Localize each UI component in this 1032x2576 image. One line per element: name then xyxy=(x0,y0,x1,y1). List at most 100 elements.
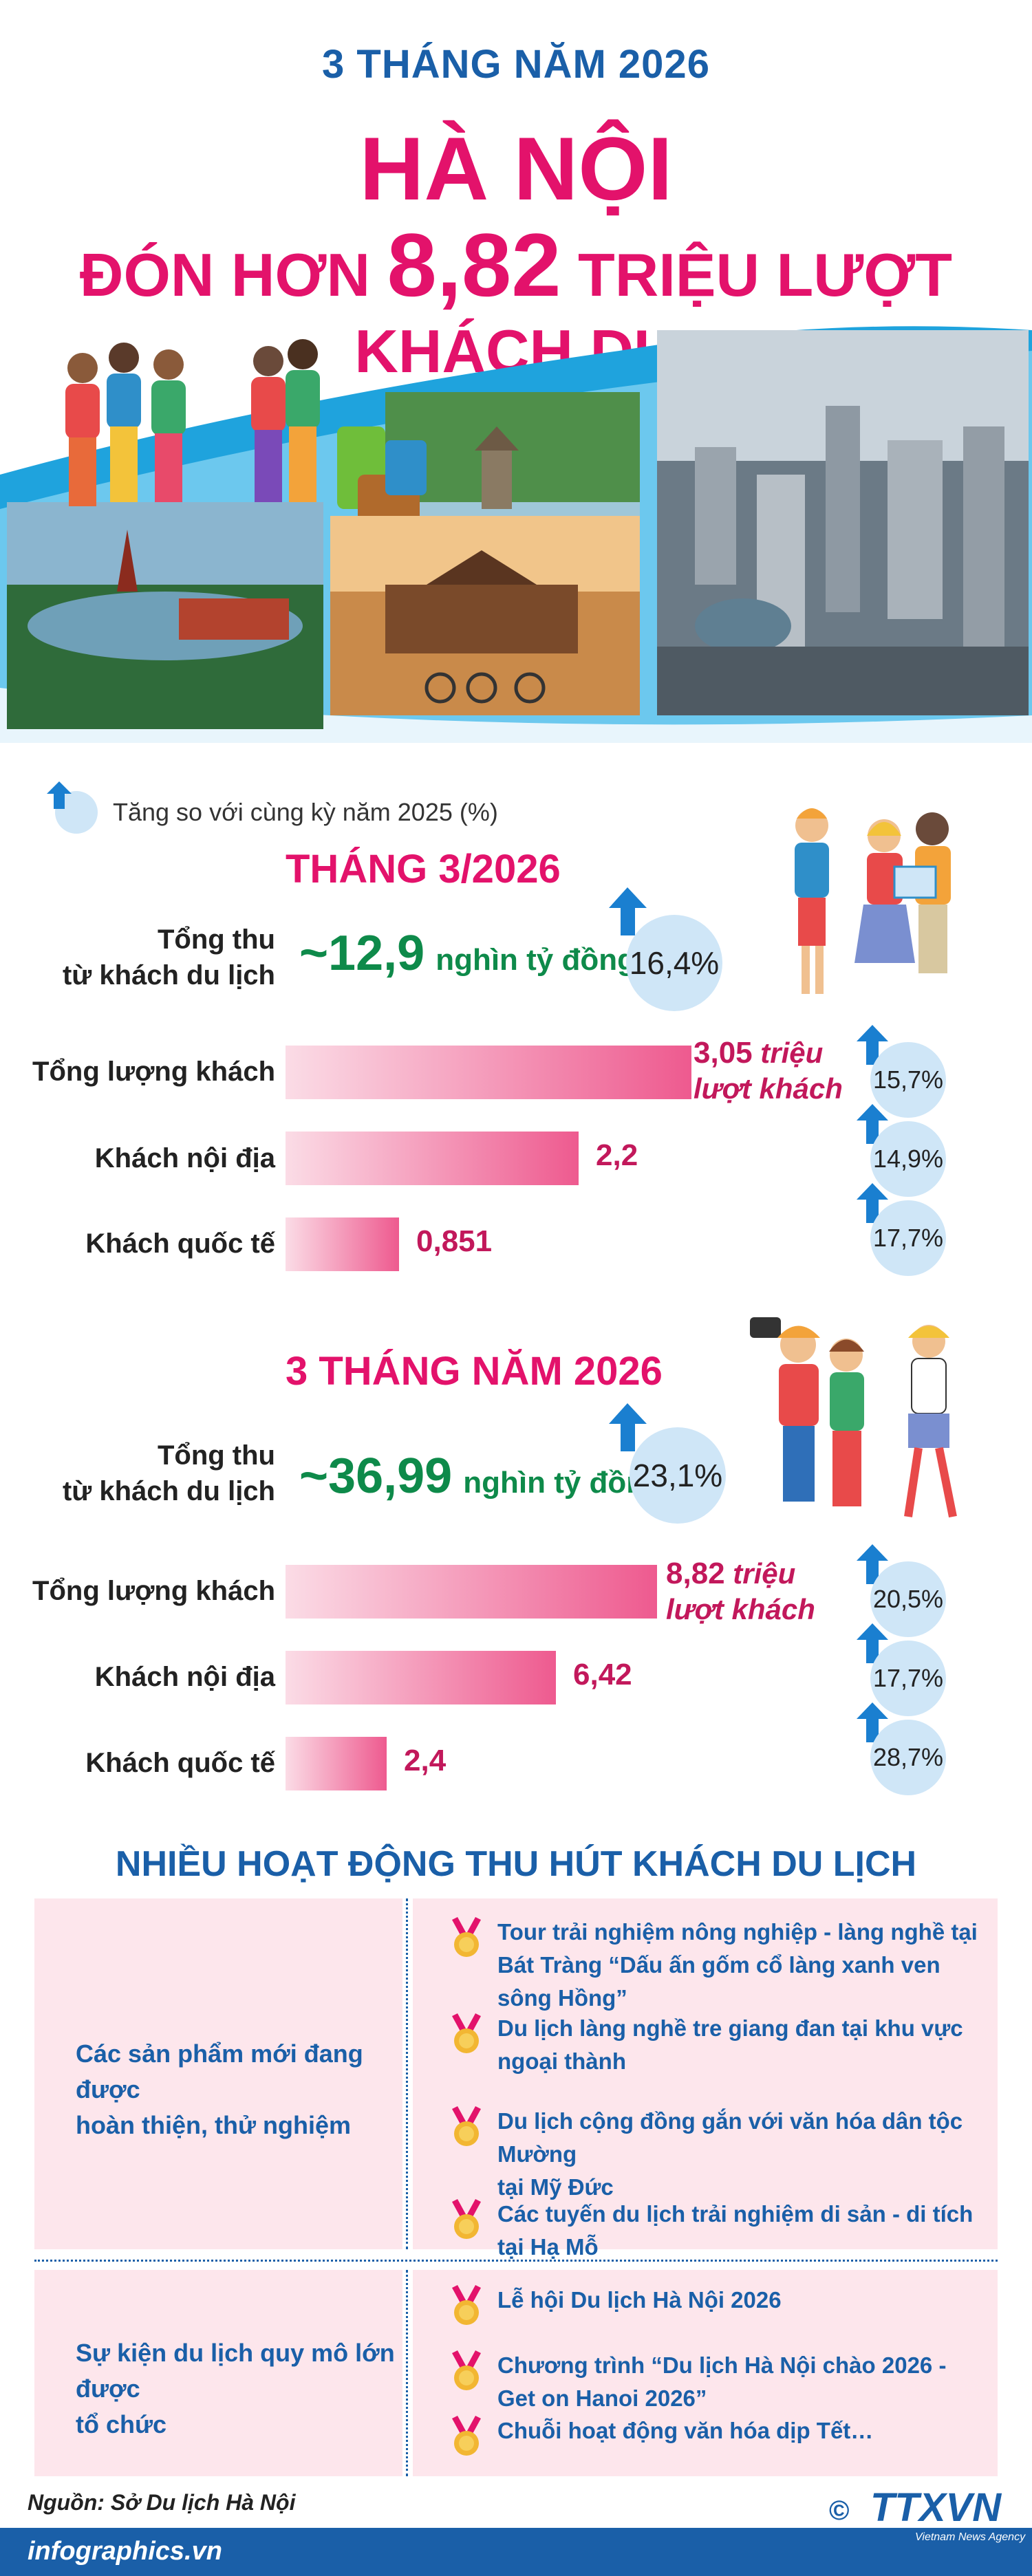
activities-group-2-label: Sự kiện du lịch quy mô lớn được tổ chức xyxy=(76,2335,399,2443)
quarter-domestic-pct: 17,7% xyxy=(870,1641,946,1716)
legend-label: Tăng so với cùng kỳ năm 2025 (%) xyxy=(113,798,498,826)
tourists-illustration-2 xyxy=(750,1317,957,1518)
activities-group-1-label: Các sản phẩm mới đang được hoàn thiện, t… xyxy=(76,2036,399,2143)
month-row-total-value: 3,05 triệu lượt khách xyxy=(694,1035,843,1107)
quarter-row-domestic-value: 6,42 xyxy=(573,1658,632,1691)
quarter-total-up-arrow-icon xyxy=(857,1544,888,1584)
month-bar-international xyxy=(286,1217,399,1271)
month-row-domestic-label: Khách nội địa xyxy=(94,1143,275,1173)
activities-divider-1 xyxy=(406,1898,408,2249)
quarter-bar-domestic xyxy=(286,1651,556,1704)
month-revenue: ~12,9 nghìn tỷ đồng xyxy=(299,925,636,982)
activity-text-1: Du lịch cộng đồng gắn với văn hóa dân tộ… xyxy=(497,2108,963,2167)
quarter-revenue-label-2: từ khách du lịch xyxy=(62,1476,275,1506)
activity-text-1: Tour trải nghiệm nông nghiệp - làng nghề… xyxy=(497,1919,978,1945)
group-2-label-line-1: Sự kiện du lịch quy mô lớn được xyxy=(76,2339,395,2403)
activities-title: NHIỀU HOẠT ĐỘNG THU HÚT KHÁCH DU LỊCH xyxy=(115,1844,917,1884)
month-row-total-label: Tổng lượng khách xyxy=(32,1057,275,1087)
month-revenue-value: ~12,9 xyxy=(299,926,425,981)
tourists-illustration-1 xyxy=(795,808,951,994)
quarter-row-international-label: Khách quốc tế xyxy=(85,1748,275,1778)
activity-text-2: tại Mỹ Đức xyxy=(497,2174,614,2200)
month-revenue-unit: nghìn tỷ đồng xyxy=(436,943,636,977)
activity-item: Chương trình “Du lịch Hà Nội chào 2026 -… xyxy=(451,2349,987,2415)
month-row-domestic-value: 2,2 xyxy=(596,1138,638,1172)
activity-item: Chuỗi hoạt động văn hóa dịp Tết… xyxy=(451,2414,987,2457)
activity-text-2: Bát Tràng “Dấu ấn gốm cổ làng xanh ven s… xyxy=(497,1952,940,2011)
agency-subtitle: Vietnam News Agency xyxy=(915,2531,1026,2543)
activity-text-1: Các tuyến du lịch trải nghiệm di sản - d… xyxy=(497,2201,974,2260)
activity-text-1: Chương trình “Du lịch Hà Nội chào 2026 -… xyxy=(497,2352,947,2411)
medal-icon xyxy=(451,2350,482,2392)
quarter-total-unit2: lượt khách xyxy=(666,1593,815,1625)
hero-illustration xyxy=(0,326,1032,743)
footer-bar xyxy=(0,2528,1032,2576)
source-note: Nguồn: Sở Du lịch Hà Nội xyxy=(28,2490,296,2515)
month-section-title: THÁNG 3/2026 xyxy=(286,847,561,891)
month-total-pct: 15,7% xyxy=(870,1042,946,1118)
activity-text-1: Chuỗi hoạt động văn hóa dịp Tết… xyxy=(497,2418,874,2443)
month-row-international-value: 0,851 xyxy=(416,1224,493,1258)
month-international-pct: 17,7% xyxy=(870,1200,946,1276)
month-bar-domestic xyxy=(286,1132,579,1185)
legend-increase-icon xyxy=(47,781,98,834)
medal-icon xyxy=(451,2285,482,2326)
medal-icon xyxy=(451,2013,482,2055)
activities-group-2-right-box xyxy=(413,2270,998,2476)
group-1-label-line-1: Các sản phẩm mới đang được xyxy=(76,2039,363,2103)
quarter-revenue-label-1: Tổng thu xyxy=(157,1440,275,1471)
month-total-unit1: triệu xyxy=(752,1037,824,1069)
footer-site-link[interactable]: infographics.vn xyxy=(28,2537,222,2566)
medal-icon xyxy=(451,2199,482,2240)
group-2-label-line-2: tổ chức xyxy=(76,2410,167,2438)
month-bar-total xyxy=(286,1046,691,1099)
activities-separator xyxy=(34,2260,998,2262)
activity-text-1: Lễ hội Du lịch Hà Nội 2026 xyxy=(497,2287,782,2313)
medal-icon xyxy=(451,1917,482,1958)
quarter-bar-total xyxy=(286,1565,657,1619)
activity-item: Tour trải nghiệm nông nghiệp - làng nghề… xyxy=(451,1916,987,2015)
month-international-up-arrow-icon xyxy=(857,1183,888,1223)
month-row-international-label: Khách quốc tế xyxy=(85,1229,275,1259)
activities-divider-2 xyxy=(406,2270,408,2476)
activities-group-1-left-box xyxy=(34,1898,402,2249)
quarter-international-pct: 28,7% xyxy=(870,1720,946,1795)
quarter-domestic-up-arrow-icon xyxy=(857,1623,888,1663)
quarter-revenue: ~36,99 nghìn tỷ đồng xyxy=(299,1448,663,1504)
agency-logo: TTXVN xyxy=(870,2485,1002,2530)
quarter-bar-international xyxy=(286,1737,387,1790)
month-domestic-up-arrow-icon xyxy=(857,1104,888,1144)
quarter-revenue-up-arrow-icon xyxy=(609,1403,647,1451)
activity-text-1: Du lịch làng nghề tre giang đan tại khu … xyxy=(497,2015,963,2041)
month-total-number: 3,05 xyxy=(694,1036,753,1070)
headline-prefix: ĐÓN HƠN xyxy=(79,241,387,309)
copyright-symbol: © xyxy=(829,2496,850,2526)
quarter-row-total-value: 8,82 triệu lượt khách xyxy=(666,1556,815,1627)
legend: Tăng so với cùng kỳ năm 2025 (%) xyxy=(47,781,498,834)
quarter-total-pct: 20,5% xyxy=(870,1561,946,1637)
group-1-label-line-2: hoàn thiện, thử nghiệm xyxy=(76,2111,352,2139)
month-revenue-label-2: từ khách du lịch xyxy=(62,960,275,991)
quarter-revenue-label: Tổng thu từ khách du lịch xyxy=(41,1438,275,1509)
activity-item: Lễ hội Du lịch Hà Nội 2026 xyxy=(451,2284,987,2326)
activity-item: Du lịch cộng đồng gắn với văn hóa dân tộ… xyxy=(451,2105,987,2204)
month-total-up-arrow-icon xyxy=(857,1025,888,1065)
month-revenue-pct: 16,4% xyxy=(626,915,722,1011)
month-total-unit2: lượt khách xyxy=(694,1072,843,1105)
month-revenue-up-arrow-icon xyxy=(609,887,647,935)
activities-group-1-right-box xyxy=(413,1898,998,2249)
quarter-total-unit1: triệu xyxy=(724,1557,796,1590)
kicker-title: 3 THÁNG NĂM 2026 xyxy=(322,42,710,87)
quarter-section-title: 3 THÁNG NĂM 2026 xyxy=(286,1349,663,1394)
quarter-total-number: 8,82 xyxy=(666,1557,725,1590)
quarter-row-international-value: 2,4 xyxy=(404,1744,447,1777)
activities-group-2-left-box xyxy=(34,2270,402,2476)
month-domestic-pct: 14,9% xyxy=(870,1121,946,1197)
month-revenue-label: Tổng thu từ khách du lịch xyxy=(41,922,275,993)
quarter-revenue-pct: 23,1% xyxy=(630,1427,726,1524)
activity-item: Các tuyến du lịch trải nghiệm di sản - d… xyxy=(451,2198,987,2264)
medal-icon xyxy=(451,2416,482,2457)
quarter-international-up-arrow-icon xyxy=(857,1702,888,1742)
city-title: HÀ NỘI xyxy=(359,118,673,219)
headline: ĐÓN HƠN 8,82 TRIỆU LƯỢT KHÁCH DU xyxy=(0,213,1032,387)
